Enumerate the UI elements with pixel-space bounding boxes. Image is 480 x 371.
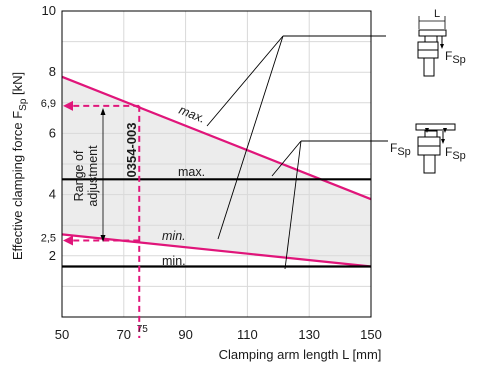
y-axis-title: Effective clamping force FSp [kN] xyxy=(10,72,29,260)
y-tick-label: 2 xyxy=(49,248,56,263)
part-number-label: 0354-003 xyxy=(124,123,139,178)
label-min-black: min. xyxy=(162,254,186,268)
leader-lines xyxy=(206,35,388,270)
leader-line xyxy=(271,140,302,177)
clamp-diagram-top: L FSp xyxy=(417,8,466,77)
label-max-black: max. xyxy=(178,165,205,179)
x-tick-label: 90 xyxy=(178,327,192,342)
reference-low-arrow xyxy=(63,235,73,246)
range-label-line1: Range of xyxy=(72,150,86,201)
axis-ticks: 50 70 90 110 130 150 2 4 6 8 10 xyxy=(42,3,382,342)
label-max-magenta: max. xyxy=(177,103,207,126)
diagram-bottom-force-right: FSp xyxy=(445,145,466,162)
reference-lines: 6,9 2,5 75 xyxy=(41,98,149,338)
x-axis-title: Clamping arm length L [mm] xyxy=(219,347,382,362)
y-tick-label: 6 xyxy=(49,125,56,140)
leader-line xyxy=(217,35,284,240)
label-min-magenta: min. xyxy=(162,229,186,243)
x-tick-label: 50 xyxy=(55,327,69,342)
y-tick-label: 10 xyxy=(42,3,56,18)
reference-low-value: 2,5 xyxy=(41,233,56,245)
leader-line xyxy=(284,140,302,270)
diagram-length-label: L xyxy=(434,8,440,20)
clamp-diagram-bottom: FSp FSp xyxy=(390,123,466,174)
diagram-top-force-label: FSp xyxy=(445,49,466,66)
x-tick-label: 150 xyxy=(360,327,382,342)
reference-x-value: 75 xyxy=(137,324,149,335)
diagram-bottom-force-left: FSp xyxy=(390,141,411,158)
y-tick-label: 8 xyxy=(49,64,56,79)
plot-frame xyxy=(61,10,372,318)
range-label-line2: adjustment xyxy=(86,145,100,207)
reference-high-arrow xyxy=(63,100,73,111)
grid-lines xyxy=(62,11,371,317)
x-tick-label: 130 xyxy=(298,327,320,342)
leader-line xyxy=(206,35,284,127)
reference-high-value: 6,9 xyxy=(41,98,56,110)
x-tick-label: 110 xyxy=(237,327,258,342)
y-tick-label: 4 xyxy=(49,187,56,202)
range-of-adjustment: Range of adjustment xyxy=(72,108,106,242)
x-tick-label: 70 xyxy=(117,327,131,342)
